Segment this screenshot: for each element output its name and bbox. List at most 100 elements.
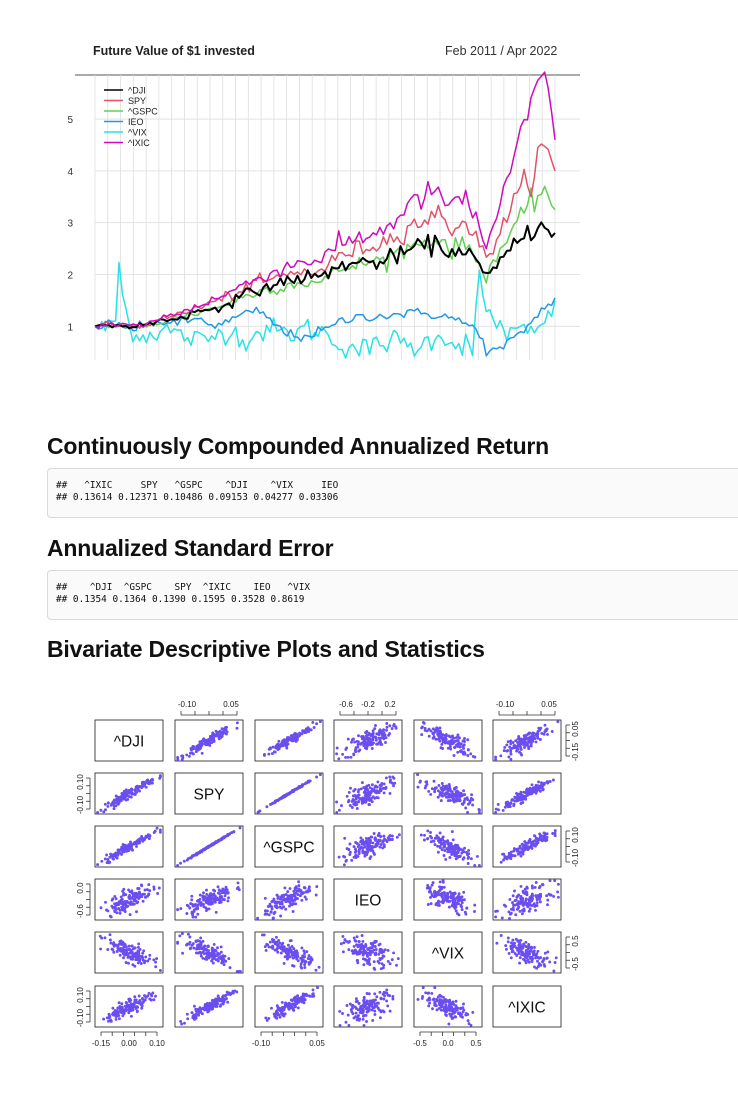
top-axis-tick-label: 0.05 xyxy=(541,700,557,709)
scatter-point xyxy=(194,915,198,919)
scatter-point xyxy=(453,787,457,791)
scatter-point xyxy=(518,909,522,913)
scatter-point xyxy=(530,846,534,850)
scatter-point xyxy=(372,832,376,835)
scatter-point xyxy=(365,842,369,846)
scatter-point xyxy=(430,787,434,791)
scatter-panel xyxy=(492,825,562,868)
scatter-point xyxy=(438,831,442,835)
scatter-point xyxy=(365,747,369,751)
scatter-point xyxy=(222,889,226,893)
scatter-point xyxy=(421,986,425,990)
scatter-point xyxy=(267,913,271,917)
scatter-point xyxy=(514,898,518,902)
scatter-point xyxy=(356,742,360,746)
scatter-point xyxy=(122,945,126,949)
scatter-point xyxy=(429,729,433,733)
scatter-point xyxy=(556,882,560,886)
scatter-point xyxy=(416,785,420,789)
scatter-point xyxy=(194,1015,198,1019)
scatter-point xyxy=(427,734,431,738)
scatter-point xyxy=(384,741,387,744)
scatter-point xyxy=(112,807,116,811)
scatter-point xyxy=(524,940,528,944)
scatter-point xyxy=(143,895,147,899)
scatter-point xyxy=(105,853,109,857)
scatter-point xyxy=(443,1010,447,1014)
scatter-point xyxy=(527,944,531,948)
scatter-point xyxy=(466,853,469,857)
scatter-point xyxy=(451,903,455,906)
scatter-point xyxy=(281,946,285,950)
scatter-point xyxy=(108,914,112,918)
scatter-point xyxy=(185,912,189,915)
scatter-point xyxy=(362,1013,366,1017)
scatter-point xyxy=(304,992,308,996)
scatter-point xyxy=(361,939,365,943)
scatter-point xyxy=(364,734,368,738)
scatter-point xyxy=(208,898,212,902)
scatter-point xyxy=(349,755,353,759)
scatter-point xyxy=(371,795,375,799)
scatter-point xyxy=(357,800,360,804)
scatter-point xyxy=(152,998,156,1002)
scatter-point xyxy=(276,743,280,746)
scatter-point xyxy=(350,949,354,953)
scatter-point xyxy=(266,905,270,908)
scatter-point xyxy=(154,965,158,969)
scatter-point xyxy=(117,1017,121,1021)
scatter-point xyxy=(360,781,364,785)
scatter-point xyxy=(516,794,520,798)
scatter-point xyxy=(461,1015,464,1019)
scatter-point xyxy=(114,851,118,855)
scatter-point xyxy=(132,899,136,903)
scatter-point xyxy=(357,1018,361,1022)
scatter-point xyxy=(274,935,278,939)
scatter-point xyxy=(428,998,432,1002)
scatter-point xyxy=(515,895,519,899)
scatter-point xyxy=(435,901,439,905)
scatter-point xyxy=(447,1005,451,1009)
scatter-point xyxy=(441,794,444,798)
scatter-point xyxy=(527,909,531,913)
scatter-point xyxy=(191,915,195,919)
scatter-point xyxy=(549,893,553,897)
scatter-point xyxy=(180,1022,184,1026)
scatter-point xyxy=(494,755,498,759)
scatter-point xyxy=(374,738,378,742)
scatter-point xyxy=(117,907,121,910)
scatter-point xyxy=(128,955,132,959)
scatter-point xyxy=(531,843,534,847)
scatter-point xyxy=(277,1013,281,1017)
scatter-point xyxy=(300,946,304,950)
scatter-point xyxy=(138,959,142,963)
scatter-point xyxy=(112,798,116,802)
scatter-point xyxy=(99,906,103,910)
scatter-point xyxy=(350,740,353,744)
scatter-point xyxy=(522,909,526,913)
scatter-point xyxy=(147,991,151,995)
scatter-panel xyxy=(333,719,403,762)
scatter-point xyxy=(452,905,456,909)
scatter-point xyxy=(136,887,140,890)
scatter-point xyxy=(338,1023,342,1027)
scatter-point xyxy=(553,834,557,838)
scatter-point xyxy=(518,941,522,945)
scatter-point xyxy=(362,786,366,790)
scatter-point xyxy=(384,776,388,780)
scatter-point xyxy=(364,731,368,735)
scatter-point xyxy=(382,791,386,795)
scatter-point xyxy=(201,956,205,960)
scatter-point xyxy=(145,779,149,783)
scatter-point xyxy=(448,846,452,850)
scatter-point xyxy=(211,961,215,965)
scatter-point xyxy=(282,898,286,902)
scatter-point xyxy=(426,829,430,833)
scatter-point xyxy=(130,889,134,893)
scatter-point xyxy=(225,997,228,1001)
scatter-point xyxy=(205,1008,209,1012)
scatter-point xyxy=(466,738,470,742)
scatter-point xyxy=(209,894,213,898)
scatter-point xyxy=(362,963,366,967)
scatter-point xyxy=(125,791,129,795)
